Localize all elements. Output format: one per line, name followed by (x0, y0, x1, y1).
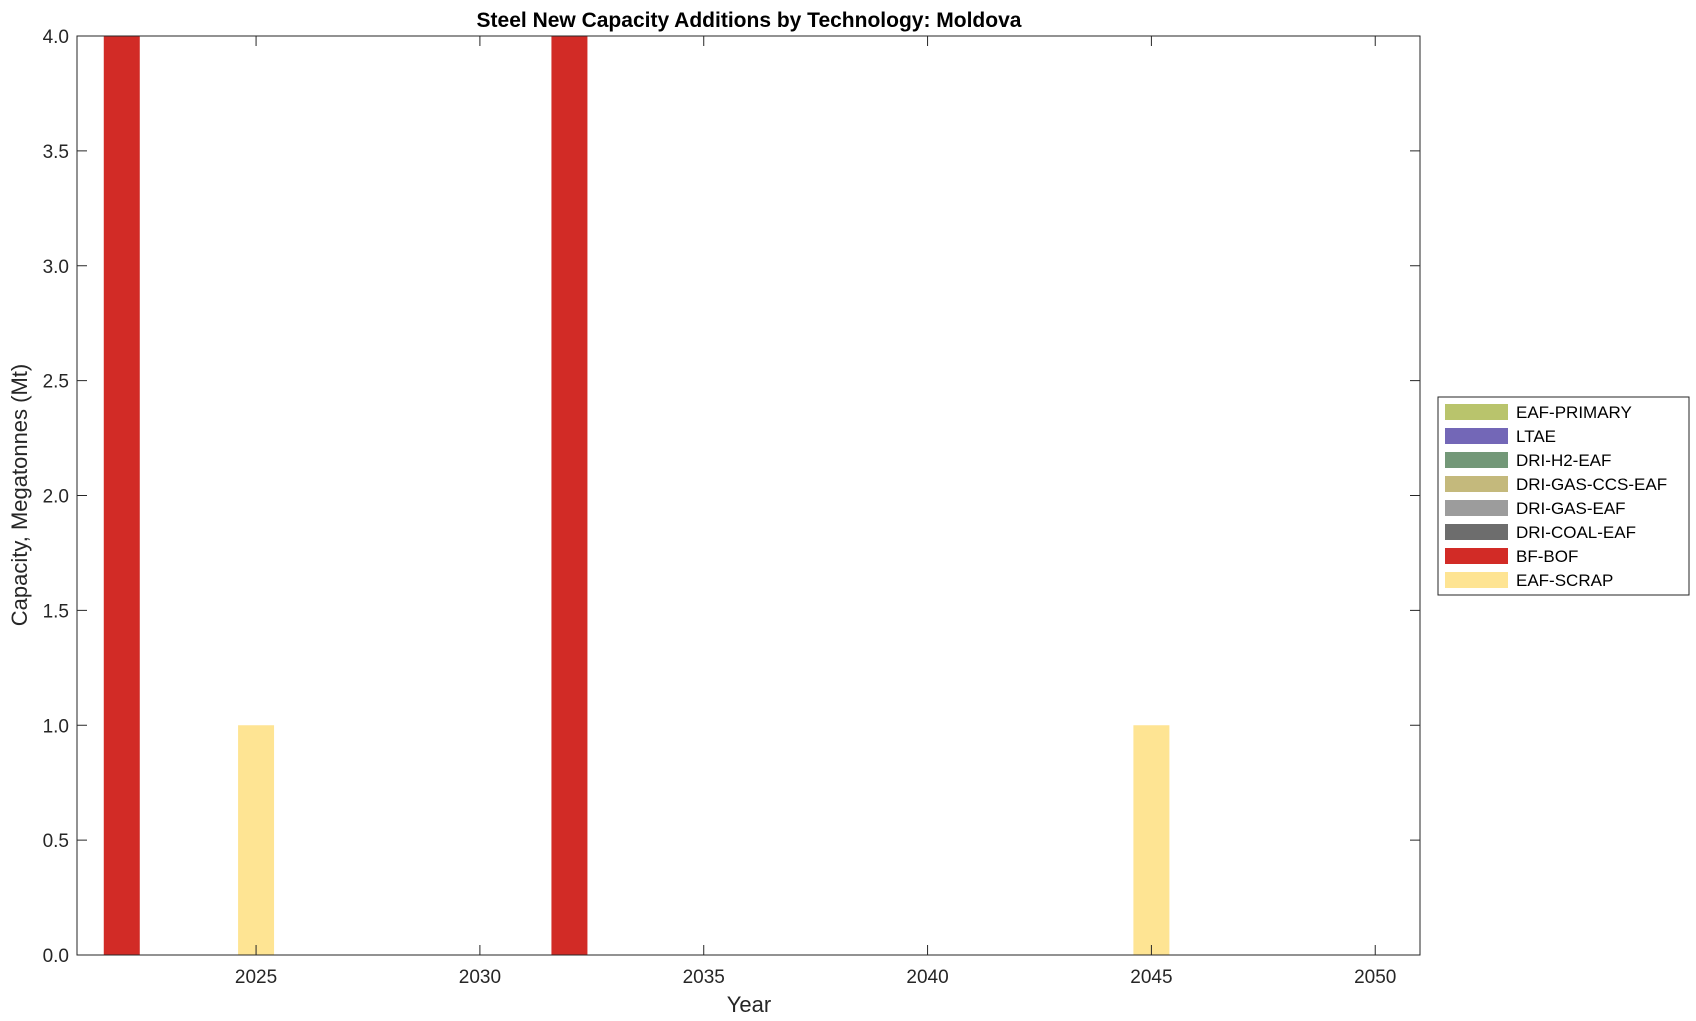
y-tick-label: 0.0 (43, 946, 69, 967)
legend-label-bf-bof: BF-BOF (1516, 547, 1578, 566)
y-tick-label: 2.0 (43, 487, 69, 508)
legend-label-ltae: LTAE (1516, 427, 1556, 446)
legend-swatch-eaf-primary (1445, 404, 1508, 420)
bar-bf-bof-2032 (551, 36, 588, 955)
legend-swatch-ltae (1445, 428, 1508, 444)
legend: EAF-PRIMARY LTAE DRI-H2-EAF DRI-GAS-CCS-EAF… (1437, 396, 1690, 596)
bars-layer (103, 36, 1170, 955)
legend-items: EAF-PRIMARY LTAE DRI-H2-EAF DRI-GAS-CCS-EAF… (1445, 403, 1667, 590)
legend-swatch-dri-gas-eaf (1445, 500, 1508, 516)
plot-area-frame (76, 35, 1421, 956)
legend-label-eaf-scrap: EAF-SCRAP (1516, 571, 1613, 590)
y-axis-label: Capacity, Megatonnes (Mt) (7, 364, 32, 626)
x-tick-label: 2050 (1354, 967, 1396, 988)
y-tick-label: 4.0 (43, 27, 69, 48)
x-tick-label: 2025 (235, 967, 277, 988)
y-tick-label: 1.5 (43, 601, 69, 622)
bar-eaf-scrap-2025 (238, 725, 275, 955)
legend-swatch-dri-gas-ccs-eaf (1445, 476, 1508, 492)
y-tick-label: 2.5 (43, 372, 69, 393)
legend-label-dri-h2-eaf: DRI-H2-EAF (1516, 451, 1611, 470)
legend-swatch-dri-h2-eaf (1445, 452, 1508, 468)
legend-label-eaf-primary: EAF-PRIMARY (1516, 403, 1632, 422)
x-tick-label: 2045 (1130, 967, 1172, 988)
y-tick-label: 3.0 (43, 257, 69, 278)
bar-bf-bof-2022 (103, 36, 140, 955)
y-tick-label: 0.5 (43, 831, 69, 852)
legend-label-dri-gas-eaf: DRI-GAS-EAF (1516, 499, 1626, 518)
ticks-layer: 2025 2030 2035 2040 2045 2050 0.0 0.5 1.0 1.5 2.0 2… (43, 27, 1420, 988)
legend-label-dri-coal-eaf: DRI-COAL-EAF (1516, 523, 1636, 542)
legend-swatch-dri-coal-eaf (1445, 524, 1508, 540)
x-tick-label: 2030 (459, 967, 501, 988)
legend-label-dri-gas-ccs-eaf: DRI-GAS-CCS-EAF (1516, 475, 1667, 494)
legend-swatch-eaf-scrap (1445, 572, 1508, 588)
chart-title: Steel New Capacity Additions by Technolo… (477, 9, 1022, 32)
y-tick-label: 3.5 (43, 142, 69, 163)
x-axis-label: Year (727, 992, 771, 1017)
legend-swatch-bf-bof (1445, 548, 1508, 564)
x-tick-label: 2035 (683, 967, 725, 988)
bar-eaf-scrap-2045 (1133, 725, 1170, 955)
y-tick-label: 1.0 (43, 716, 69, 737)
x-tick-label: 2040 (906, 967, 948, 988)
